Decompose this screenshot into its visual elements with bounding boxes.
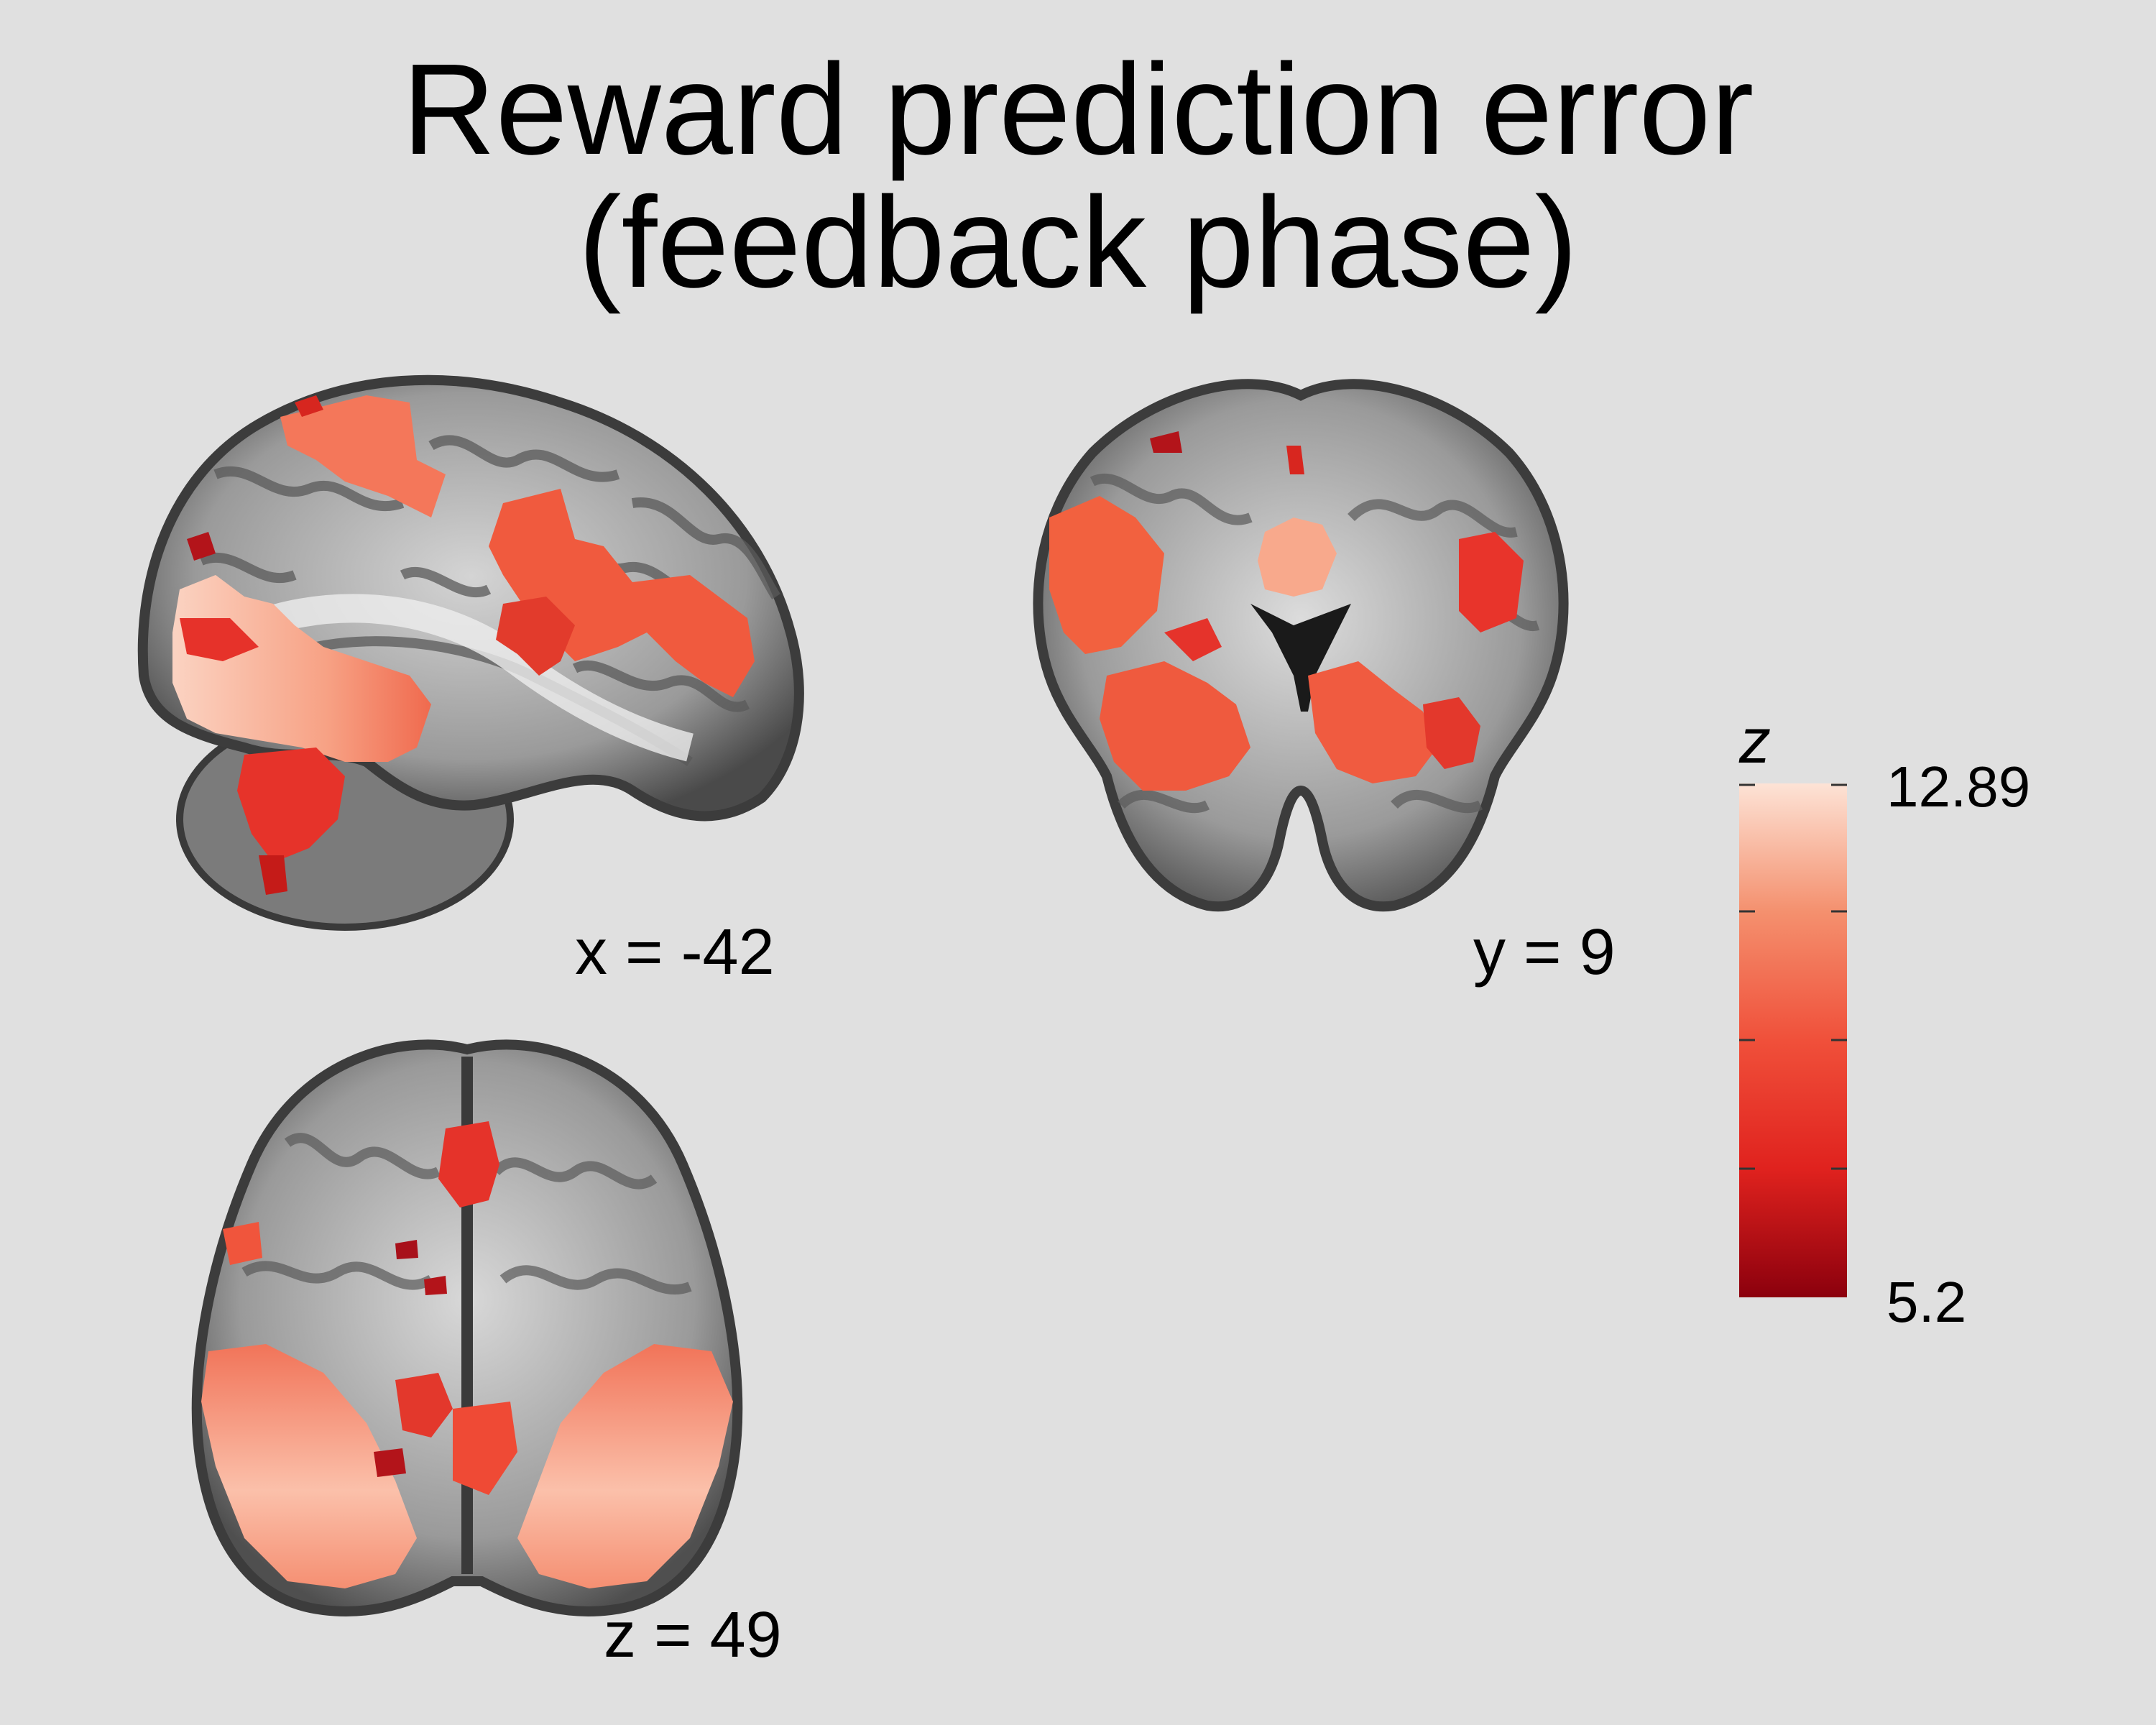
axial-activation-clusters [201,1121,733,1588]
ventricles [1250,604,1351,712]
axial-coordinate-label: z = 49 [604,1599,782,1671]
coronal-coordinate-label: y = 9 [1473,916,1616,988]
coronal-activation-clusters [1049,431,1524,791]
colorbar-gradient [1739,783,1847,1297]
title-line-2: (feedback phase) [578,170,1578,315]
axial-brain-slice [191,1039,743,1616]
sagittal-coordinate-label: x = -42 [575,916,775,988]
colorbar [1739,783,1847,1297]
colorbar-max-label: 12.89 [1886,755,2031,819]
figure-title: Reward prediction error (feedback phase) [0,43,2156,309]
coronal-brain-slice [1033,379,1569,912]
colorbar-ticks [1739,783,1847,1170]
sagittal-activation-clusters [172,395,755,895]
sagittal-brain-slice [137,374,804,931]
colorbar-symbol: z [1739,705,1771,776]
title-line-1: Reward prediction error [402,37,1754,182]
colorbar-min-label: 5.2 [1886,1270,1967,1334]
